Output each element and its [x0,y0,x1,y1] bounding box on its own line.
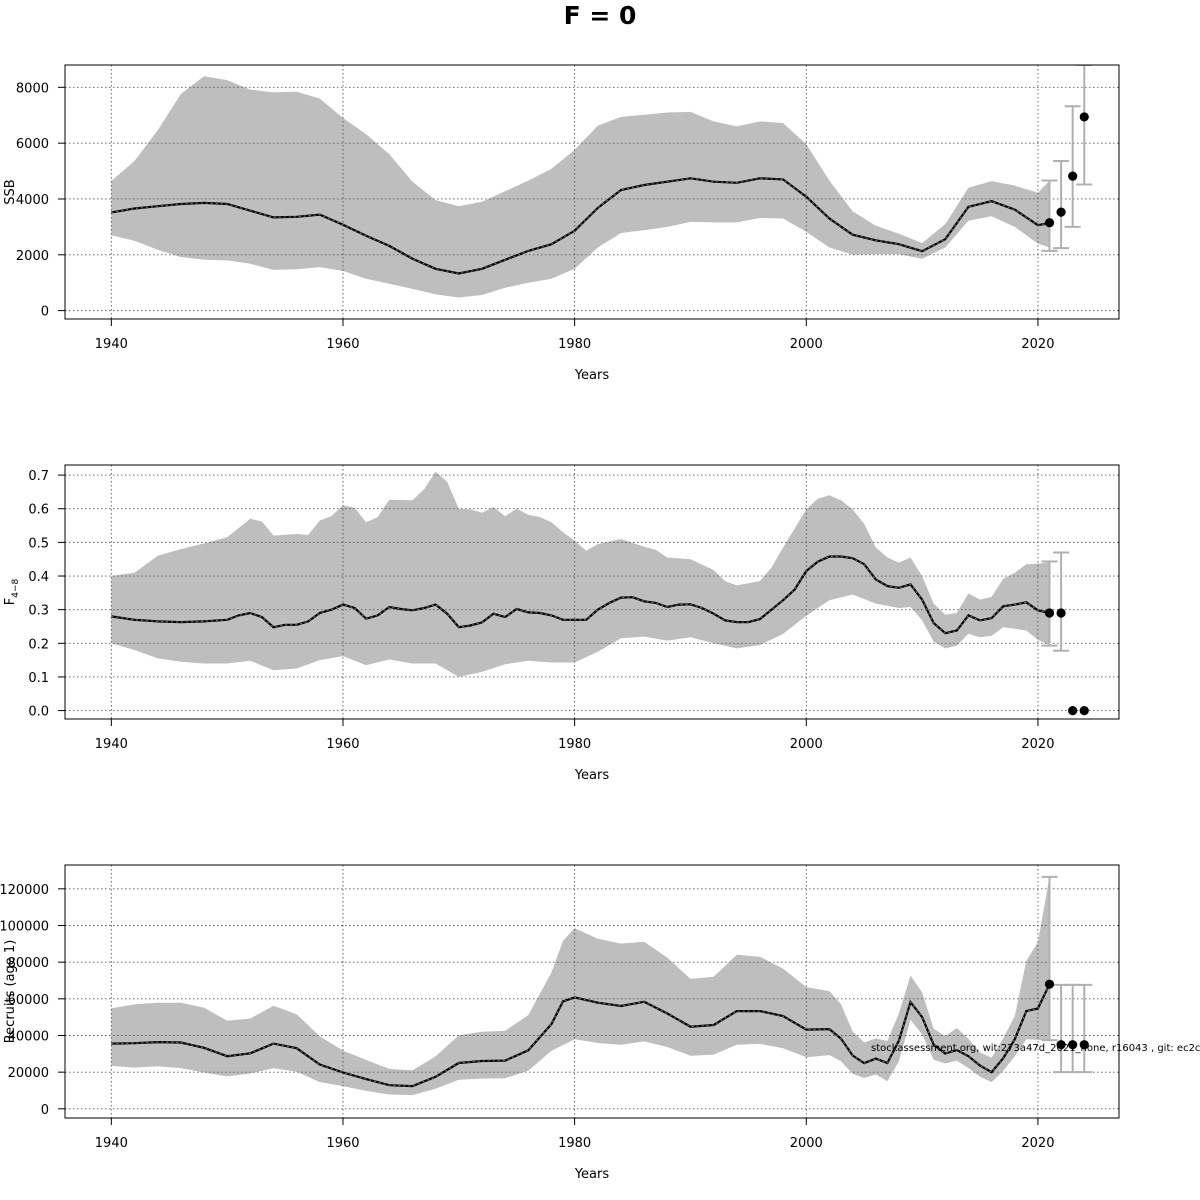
ssb-x-tick-label-1960: 1960 [326,337,359,352]
recruits-x-tick-label-1980: 1980 [558,1136,591,1151]
ssb-plot-area [65,65,1119,319]
fishing-mortality-panel: 1940 1960 1980 2000 2020 0.0 0.1 0.2 0.3 0.4 0.5 0.… [3,464,1120,783]
f-y-tick-label-0.4: 0.4 [28,570,49,585]
recruits-y-tick-label-80000: 80000 [8,956,49,971]
recruits-y-tick-label-100000: 100000 [0,920,49,935]
f-y-axis-label: F4−8 [3,578,21,605]
ssb-forecast-point-2022 [1056,207,1066,217]
f-confidence-band [111,471,1050,677]
ssb-estimate-line-dash [111,177,1050,275]
f-x-tick-label-1960: 1960 [326,737,359,752]
f-plot-frame [64,464,1120,720]
f-forecast-point-2021 [1044,608,1055,618]
recruits-x-tick-label-2000: 2000 [790,1136,823,1151]
ssb-y-tick-label-6000: 6000 [16,137,49,152]
recruits-forecast-point-2023 [1068,1040,1078,1050]
recruits-y-tick-label-20000: 20000 [8,1066,49,1081]
ssb-x-tick-label-2020: 2020 [1021,337,1054,352]
f-x-axis-label: Years [574,768,610,783]
chart-title: F = 0 [563,1,637,30]
ssb-x-axis-label: Years [574,368,610,383]
ssb-y-tick-label-0: 0 [41,305,49,320]
ssb-y-axis-label: SSB [3,179,18,204]
recruits-forecast-point-2024 [1079,1040,1089,1050]
ssb-panel: 1940 1960 1980 2000 2020 0 2000 4000 6000 8000 Yea… [3,64,1120,383]
recruits-y-tick-label-40000: 40000 [8,1030,49,1045]
recruits-estimate-line-dash [111,983,1050,1087]
recruits-y-axis-label: Recruits (age 1) [3,940,18,1044]
ssb-y-tick-label-2000: 2000 [16,249,49,264]
ssb-confidence-band [111,76,1050,298]
f-x-tick-label-1980: 1980 [558,737,591,752]
ssb-x-tick-label-2000: 2000 [790,337,823,352]
ssb-x-tick-label-1940: 1940 [95,337,128,352]
recruits-plot-area [65,865,1119,1118]
f-y-tick-label-0.2: 0.2 [28,637,49,652]
recruits-x-tick-label-2020: 2020 [1021,1136,1054,1151]
f-plot-area [65,465,1119,719]
f-y-tick-label-0.1: 0.1 [28,671,49,686]
recruits-confidence-band [111,876,1050,1096]
f-y-tick-label-0.6: 0.6 [28,503,49,518]
recruits-y-tick-label-60000: 60000 [8,993,49,1008]
watermark-text: stockassessment.org, wit:273a47d_2021_no… [871,1043,1200,1054]
f-estimate-line-dash [111,556,1050,634]
f-y-tick-label-0.3: 0.3 [28,604,49,619]
recruits-forecast-point-2022 [1056,1040,1066,1050]
ssb-x-tick-label-1980: 1980 [558,337,591,352]
f-y-tick-label-0: 0.0 [28,705,49,720]
recruits-y-tick-label-0: 0 [41,1103,49,1118]
recruits-x-axis-label: Years [574,1167,610,1182]
recruits-plot-frame [64,864,1120,1119]
f-forecast-point-2024 [1079,705,1089,716]
ssb-y-tick-label-8000: 8000 [16,81,49,96]
recruitment-panel: 1940 1960 1980 2000 2020 0 20000 40000 60000 8000… [0,864,1120,1182]
recruits-y-tick-label-120000: 120000 [0,883,49,898]
ssb-y-tick-label-4000: 4000 [16,193,49,208]
recruits-forecast-point-2021 [1044,979,1055,989]
f-y-tick-label-0.7: 0.7 [28,469,49,484]
recruits-x-tick-label-1940: 1940 [95,1136,128,1151]
f-y-tick-label-0.5: 0.5 [28,536,49,551]
f-forecast-point-2022 [1056,608,1066,618]
f-forecast-point-2023 [1068,705,1078,716]
f-x-tick-label-2000: 2000 [790,737,823,752]
ssb-forecast-point-2024 [1079,112,1089,122]
f-x-tick-label-1940: 1940 [95,737,128,752]
ssb-forecast-point-2023 [1068,171,1078,181]
recruits-x-tick-label-1960: 1960 [326,1136,359,1151]
f-x-tick-label-2020: 2020 [1021,737,1054,752]
ssb-plot-frame [64,64,1120,320]
ssb-forecast-point-2021 [1044,218,1055,228]
